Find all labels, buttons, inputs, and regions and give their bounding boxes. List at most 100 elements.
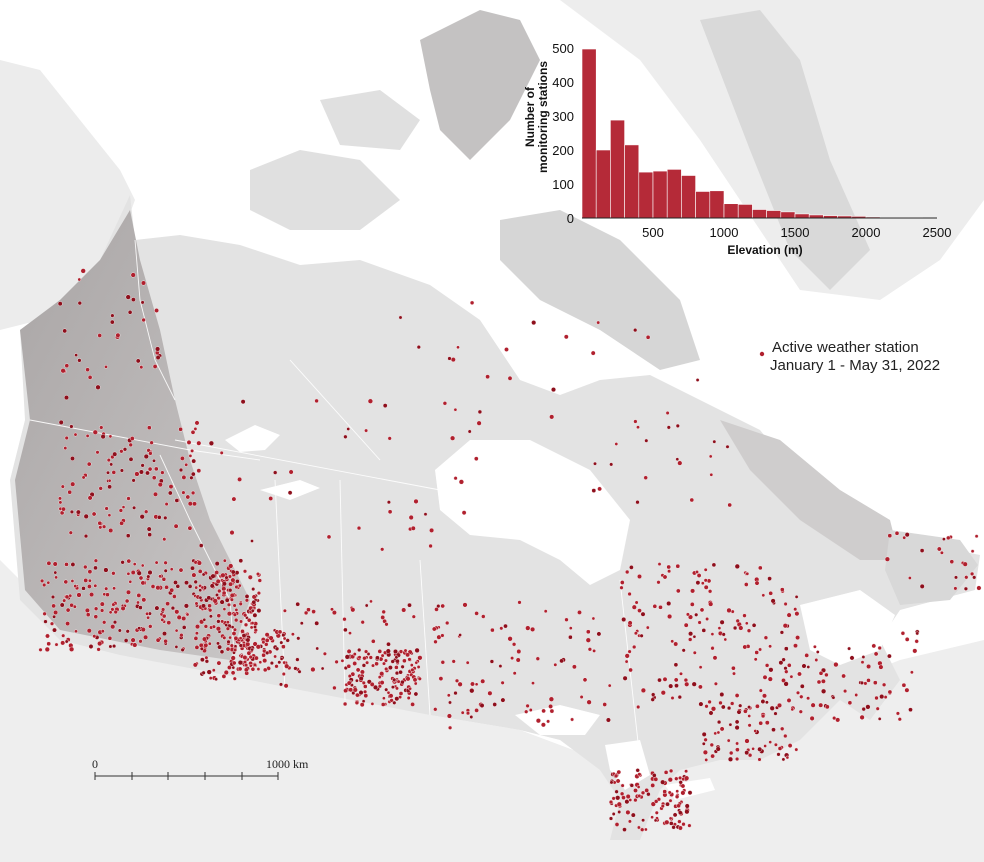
station-dot xyxy=(674,794,680,799)
station-dot xyxy=(633,328,638,333)
station-dot xyxy=(467,429,472,434)
station-dot xyxy=(687,823,692,828)
station-dot xyxy=(726,738,731,743)
station-dot xyxy=(402,658,407,664)
station-dot xyxy=(196,560,202,566)
station-dot xyxy=(196,440,202,446)
station-dot xyxy=(446,693,451,698)
station-dot xyxy=(392,700,397,705)
station-dot xyxy=(245,637,251,643)
station-dot xyxy=(191,458,197,464)
station-dot xyxy=(614,822,620,827)
station-dot xyxy=(158,574,163,579)
station-dot xyxy=(192,662,198,668)
station-dot xyxy=(164,502,169,507)
station-dot xyxy=(86,461,92,467)
station-dot xyxy=(45,633,50,639)
station-dot xyxy=(332,685,337,691)
station-dot xyxy=(153,491,158,497)
station-dot xyxy=(107,636,113,641)
station-dot xyxy=(897,717,902,722)
station-dot xyxy=(395,658,400,664)
station-dot xyxy=(440,660,445,665)
station-dot xyxy=(753,729,758,733)
station-dot xyxy=(622,675,628,681)
station-dot xyxy=(949,559,955,564)
station-dot xyxy=(465,660,470,665)
station-dot xyxy=(758,647,763,652)
station-dot xyxy=(145,470,150,476)
station-dot xyxy=(281,633,286,638)
station-dot xyxy=(194,420,200,426)
station-dot xyxy=(760,713,766,719)
station-dot xyxy=(616,801,622,807)
station-dot xyxy=(194,601,199,606)
station-dot xyxy=(778,660,784,666)
station-dot xyxy=(219,599,225,605)
station-dot xyxy=(866,664,872,669)
station-dot xyxy=(128,456,134,462)
station-dot xyxy=(190,429,196,435)
station-dot xyxy=(396,679,401,684)
station-dot xyxy=(640,611,646,617)
station-dot xyxy=(768,667,774,673)
station-dot xyxy=(902,535,907,540)
station-dot xyxy=(614,789,619,794)
histogram-bar xyxy=(666,169,682,219)
station-dot xyxy=(229,592,235,598)
station-dot xyxy=(548,696,555,702)
station-dot xyxy=(77,300,82,306)
station-dot xyxy=(394,665,399,670)
station-dot xyxy=(129,436,135,441)
station-dot xyxy=(386,690,391,695)
station-dot xyxy=(264,632,270,638)
station-dot xyxy=(400,679,405,685)
station-dot xyxy=(386,500,391,505)
station-dot xyxy=(97,333,103,338)
station-dot xyxy=(732,671,736,676)
station-dot xyxy=(262,648,267,654)
station-dot xyxy=(179,633,184,638)
station-dot xyxy=(758,565,763,571)
station-dot xyxy=(577,610,582,615)
station-dot xyxy=(119,520,124,526)
station-dot xyxy=(358,690,364,696)
station-dot xyxy=(262,667,268,673)
station-dot xyxy=(611,796,616,801)
station-dot xyxy=(234,608,239,612)
station-dot xyxy=(223,669,229,676)
station-dot xyxy=(768,591,773,596)
station-dot xyxy=(674,776,679,781)
station-dot xyxy=(810,702,816,708)
station-dot xyxy=(727,502,732,508)
station-dot xyxy=(93,583,98,588)
station-dot xyxy=(753,657,758,662)
station-dot xyxy=(104,506,109,511)
station-dot xyxy=(627,591,632,597)
station-dot xyxy=(596,631,602,637)
station-dot xyxy=(184,462,189,467)
station-dot xyxy=(214,561,220,567)
station-dot xyxy=(119,468,124,473)
station-dot xyxy=(110,313,115,318)
station-dot xyxy=(450,435,456,441)
station-dot xyxy=(721,632,726,637)
station-dot xyxy=(138,575,144,581)
station-dot xyxy=(219,450,224,455)
station-dot xyxy=(128,579,133,584)
station-dot xyxy=(697,620,702,625)
station-dot xyxy=(619,791,625,796)
station-dot xyxy=(411,614,416,619)
station-dot xyxy=(866,678,871,683)
station-dot xyxy=(719,619,725,625)
station-dot xyxy=(370,702,375,706)
weather-stations xyxy=(38,268,982,832)
station-dot xyxy=(112,586,117,591)
station-dot xyxy=(233,644,238,649)
station-dot xyxy=(703,567,708,572)
station-dot xyxy=(637,574,642,579)
station-dot xyxy=(549,708,555,714)
station-dot xyxy=(672,812,678,818)
station-dot xyxy=(820,678,826,684)
station-dot xyxy=(549,414,555,420)
